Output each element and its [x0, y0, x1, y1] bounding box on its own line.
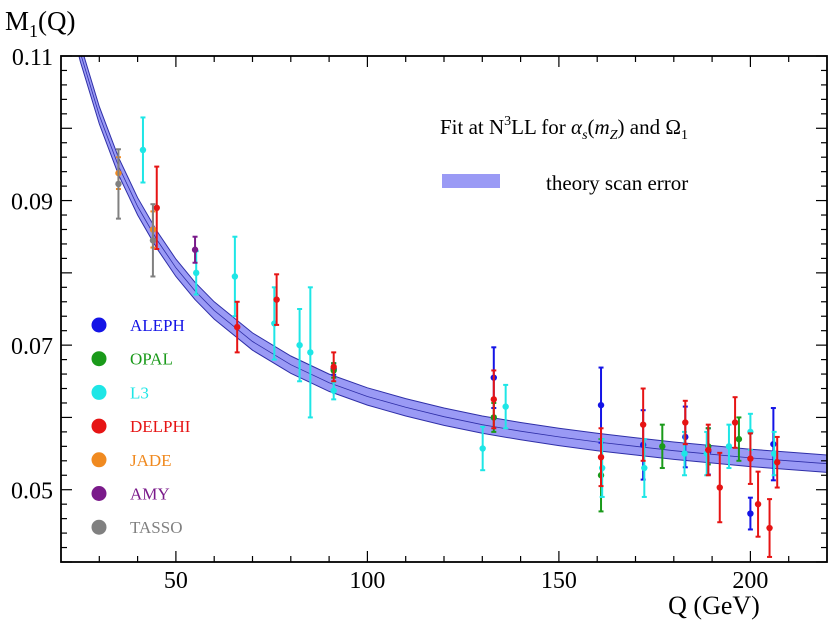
- theory-band: [78, 56, 827, 473]
- theory-band-layer: [78, 56, 827, 473]
- data-point: [233, 323, 241, 331]
- legend-label: ALEPH: [130, 316, 185, 335]
- data-point: [330, 387, 337, 394]
- data-point: [490, 396, 497, 403]
- experiment-legend: ALEPH OPAL L3 DELPHI JADE AMY TASSO: [91, 316, 191, 537]
- series-tasso: [115, 148, 157, 278]
- legend-item-tasso: TASSO: [91, 518, 183, 537]
- legend-marker: [91, 486, 107, 501]
- legend-marker: [91, 452, 107, 468]
- y-tick-label: 0.05: [11, 479, 53, 505]
- legend-marker: [91, 519, 107, 535]
- fit-annotation: Fit at N3LL for αs(mZ) and Ω1: [440, 114, 688, 143]
- series-amy: [191, 235, 199, 264]
- data-point: [747, 455, 754, 462]
- data-point: [705, 446, 712, 454]
- data-point: [115, 180, 122, 188]
- data-point: [681, 450, 688, 457]
- data-point: [597, 453, 605, 461]
- y-tick-label: 0.11: [12, 45, 53, 71]
- legend-item-jade: JADE: [91, 451, 172, 470]
- band-legend-swatch: [442, 174, 500, 188]
- data-point: [659, 443, 666, 450]
- legend-item-delphi: DELPHI: [91, 417, 191, 436]
- legend-item-l3: L3: [91, 383, 149, 402]
- theory-band-lower-edge: [78, 56, 827, 473]
- data-point: [770, 450, 778, 457]
- legend-marker: [91, 351, 107, 367]
- legend-label: L3: [130, 383, 149, 402]
- x-tick-label: 150: [541, 568, 577, 594]
- x-tick-label: 50: [164, 568, 188, 594]
- x-axis-label: Q (GeV): [668, 591, 760, 620]
- data-points-layer: [115, 116, 781, 558]
- x-tick-label: 100: [349, 568, 385, 594]
- legend-item-aleph: ALEPH: [91, 316, 185, 335]
- theory-central-curve: [80, 56, 827, 465]
- legend-marker: [91, 384, 107, 400]
- legend-item-opal: OPAL: [91, 350, 173, 369]
- theory-band-upper-edge: [83, 56, 827, 456]
- data-point: [766, 524, 773, 532]
- data-point: [330, 363, 337, 371]
- data-point: [231, 273, 239, 280]
- data-point: [598, 464, 606, 472]
- data-point: [296, 341, 303, 349]
- x-tick-label: 200: [732, 568, 768, 594]
- data-point: [735, 435, 743, 443]
- legend-label: TASSO: [130, 518, 183, 537]
- y-tick-label: 0.09: [11, 190, 53, 216]
- data-point: [754, 500, 762, 508]
- band-legend-label: theory scan error: [546, 171, 688, 195]
- data-point: [731, 419, 739, 426]
- data-point: [502, 403, 509, 410]
- data-point: [597, 401, 605, 409]
- data-point: [774, 459, 781, 466]
- y-axis-label: M1(Q): [5, 6, 76, 41]
- data-point: [747, 510, 754, 517]
- data-point: [153, 204, 160, 211]
- data-point: [273, 296, 280, 303]
- data-point: [307, 349, 314, 356]
- legend-marker: [91, 418, 107, 434]
- legend-item-amy: AMY: [91, 485, 170, 504]
- legend-label: AMY: [130, 485, 170, 504]
- data-point: [479, 445, 486, 452]
- data-point: [191, 246, 199, 253]
- legend-label: DELPHI: [130, 417, 191, 436]
- legend-label: OPAL: [130, 350, 173, 369]
- data-point: [725, 443, 733, 450]
- data-point: [192, 269, 200, 277]
- data-point: [682, 419, 689, 426]
- series-delphi: [153, 165, 781, 558]
- axis-ticks-layer: 50 100 150 200 0.05 0.07 0.09 0.11: [11, 45, 827, 594]
- legend-marker: [91, 317, 107, 333]
- data-point: [716, 484, 723, 491]
- data-point: [149, 237, 157, 244]
- data-point: [139, 146, 147, 154]
- data-point: [639, 421, 647, 428]
- y-tick-label: 0.07: [11, 334, 53, 360]
- data-point: [641, 464, 648, 472]
- legend-label: JADE: [130, 451, 172, 470]
